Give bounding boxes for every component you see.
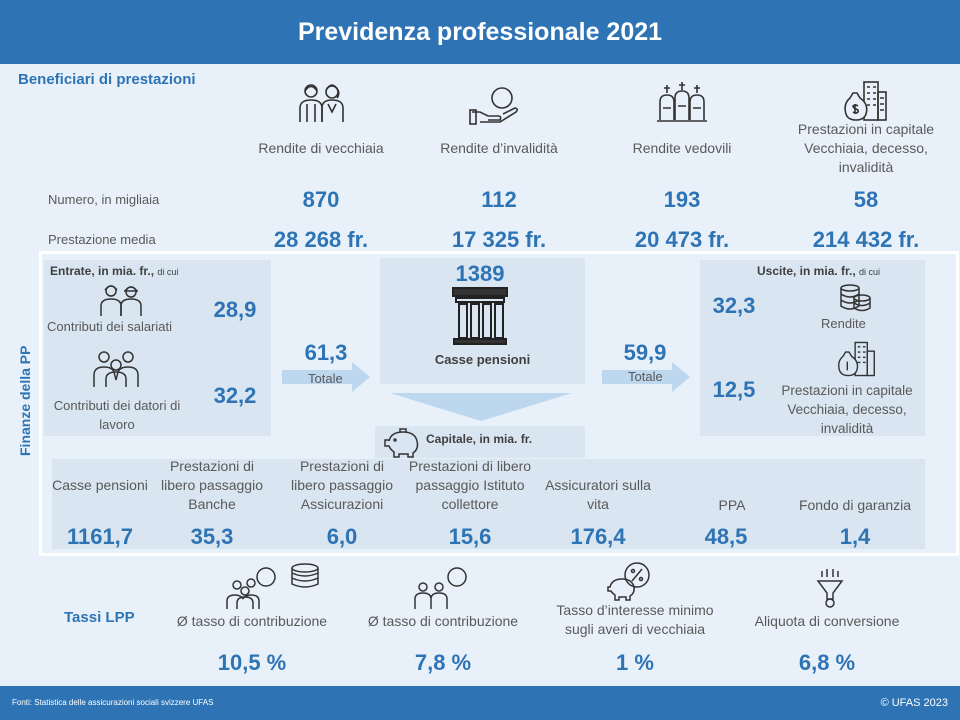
capitale-item-label-1: Prestazioni di libero passaggio Banche <box>161 458 263 512</box>
capitale-item-value-0: 1161,7 <box>66 524 134 549</box>
tasso-label-2: Tasso d’interesse minimo sugli averi di … <box>556 602 714 637</box>
entrate-total-label: Totale <box>308 371 343 386</box>
gravestones-icon <box>656 82 708 129</box>
money-bag-building-icon <box>842 80 888 127</box>
capitale-item-label-5: PPA <box>718 497 746 513</box>
row-label-numero: Numero, in migliaia <box>48 192 160 207</box>
pension-fund-building-icon <box>452 287 508 350</box>
capitale-item-value-6: 1,4 <box>839 524 871 549</box>
capitale-item-label-2: Prestazioni di libero passaggio Assicura… <box>291 458 393 512</box>
tasso-value-2: 1 % <box>616 650 654 675</box>
entrate-title-main: Entrate, in mia. fr., <box>50 264 155 278</box>
capitale-strip <box>52 459 925 549</box>
capitale-item-label-3: Prestazioni di libero passaggio Istituto… <box>408 458 532 512</box>
capitale-out-label: Prestazioni in capitale Vecchiaia, deces… <box>781 383 913 436</box>
capitale-item-value-5: 48,5 <box>704 524 748 549</box>
coin-stack-icon <box>838 282 872 319</box>
tasso-label-0: Ø tasso di contribuzione <box>176 613 328 629</box>
col-label-vedovili: Rendite vedovili <box>632 140 732 156</box>
tasso-value-1: 7,8 % <box>414 650 472 675</box>
uscite-title: Uscite, in mia. fr., di cui <box>757 264 880 278</box>
tasso-label-3: Aliquota di conversione <box>754 613 900 629</box>
tasso-value-3: 6,8 % <box>798 650 856 675</box>
entrate-title: Entrate, in mia. fr., di cui <box>50 264 178 278</box>
beneficiari-heading: Beneficiari di prestazioni <box>18 71 196 88</box>
rendite-value: 32,3 <box>712 293 756 318</box>
capitale-item-value-2: 6,0 <box>326 524 358 549</box>
page-footer: Fonti: Statistica delle assicurazioni so… <box>0 686 960 720</box>
capitale-item-value-1: 35,3 <box>190 524 234 549</box>
col-label-vecchiaia: Rendite di vecchiaia <box>258 140 384 156</box>
capitale-out-value: 12,5 <box>712 377 756 402</box>
uscite-box <box>700 260 925 436</box>
tasso-value-0: 10,5 % <box>217 650 287 675</box>
source-note: Fonti: Statistica delle assicurazioni so… <box>12 698 214 707</box>
salariati-label: Contributi dei salariati <box>47 319 173 334</box>
uscite-title-main: Uscite, in mia. fr., <box>757 264 856 278</box>
capitale-item-value-3: 15,6 <box>448 524 492 549</box>
hand-coin-icon <box>469 86 520 131</box>
casse-value: 1389 <box>455 261 505 286</box>
datori-value: 32,2 <box>213 383 257 408</box>
rendite-label: Rendite <box>821 316 866 331</box>
tassi-heading: Tassi LPP <box>64 609 135 626</box>
entrate-title-suffix: di cui <box>157 267 179 277</box>
page-title: Previdenza professionale 2021 <box>297 17 663 46</box>
col-label-invalidita: Rendite d’invalidità <box>440 140 558 156</box>
uscite-title-suffix: di cui <box>859 267 881 277</box>
workers-icon <box>99 283 143 322</box>
entrate-total-value: 61,3 <box>304 340 348 365</box>
capitale-item-label-6: Fondo di garanzia <box>798 497 912 513</box>
media-invalidita: 17 325 fr. <box>451 227 547 252</box>
capitale-title-box <box>375 426 585 458</box>
copyright: © UFAS 2023 <box>880 697 948 709</box>
media-vecchiaia: 28 268 fr. <box>273 227 369 252</box>
media-vedovili: 20 473 fr. <box>634 227 730 252</box>
uscite-arrow <box>602 362 692 397</box>
numero-vedovili: 193 <box>663 187 701 212</box>
elderly-couple-icon <box>297 82 347 129</box>
col-label-capitale: Prestazioni in capitale Vecchiaia, deces… <box>797 121 935 175</box>
numero-vecchiaia: 870 <box>302 187 340 212</box>
capitale-item-label-4: Assicuratori sulla vita <box>545 477 651 512</box>
salariati-value: 28,9 <box>213 297 257 322</box>
media-capitale: 214 432 fr. <box>812 227 920 252</box>
capitale-down-arrow <box>390 393 572 426</box>
capitale-item-label-0: Casse pensioni <box>52 477 148 493</box>
datori-label: Contributi dei datori di lavoro <box>53 398 181 432</box>
finanze-frame <box>39 251 959 556</box>
finanze-side-label: Finanze della PP <box>17 345 33 456</box>
entrate-box <box>44 260 271 436</box>
group-coins-icon <box>225 563 325 616</box>
money-bag-building-icon-2 <box>836 339 876 384</box>
piggy-bank-icon <box>383 427 421 464</box>
piggy-percent-icon <box>606 561 652 606</box>
casse-label: Casse pensioni <box>434 352 531 367</box>
row-label-media: Prestazione media <box>48 232 156 247</box>
funnel-coin-icon <box>816 569 844 614</box>
numero-capitale: 58 <box>853 187 879 212</box>
numero-invalidita: 112 <box>481 187 517 212</box>
capitale-item-value-4: 176,4 <box>570 524 626 549</box>
tasso-label-1: Ø tasso di contribuzione <box>367 613 519 629</box>
page-header: Previdenza professionale 2021 <box>0 0 960 64</box>
couple-clock-icon <box>413 567 469 616</box>
employers-icon <box>92 350 140 393</box>
capitale-title: Capitale, in mia. fr. <box>426 432 533 446</box>
entrate-arrow <box>282 362 372 397</box>
uscite-total-value: 59,9 <box>623 340 667 365</box>
uscite-total-label: Totale <box>628 369 663 384</box>
